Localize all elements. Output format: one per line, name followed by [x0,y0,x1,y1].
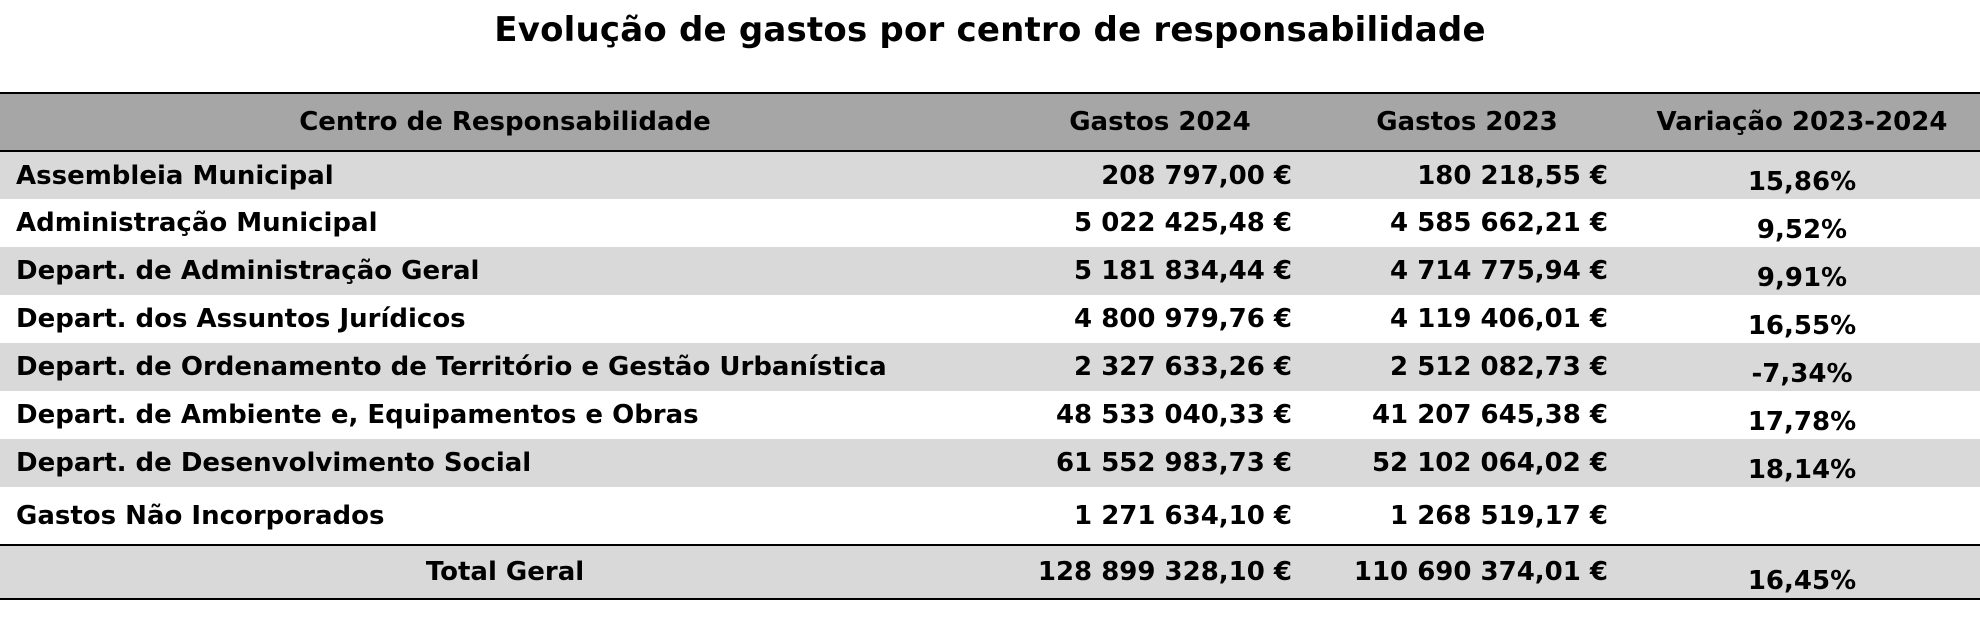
table-row: Depart. de Administração Geral 5 181 834… [0,247,1980,295]
row-gastos-2023: 1 268 519,17 € [1390,500,1608,531]
row-name: Administração Municipal [16,208,378,238]
table-row: Depart. dos Assuntos Jurídicos 4 800 979… [0,295,1980,343]
total-gastos-2024: 128 899 328,10 € [1037,557,1292,587]
header-variacao: Variação 2023-2024 [1624,92,1980,152]
row-gastos-2024: 1 271 634,10 € [1074,500,1292,531]
table-row: Assembleia Municipal 208 797,00 € 180 21… [0,151,1980,199]
row-gastos-2023: 4 585 662,21 € [1390,208,1608,238]
row-variacao: 18,14% [1747,455,1857,485]
row-variacao: 9,91% [1756,263,1848,293]
row-gastos-2023: 4 714 775,94 € [1390,256,1608,286]
row-gastos-2024: 48 533 040,33 € [1055,400,1292,430]
table-header: Centro de Responsabilidade Gastos 2024 G… [0,92,1980,152]
row-gastos-2023: 41 207 645,38 € [1371,400,1608,430]
header-gastos-2023: Gastos 2023 [1310,92,1624,152]
header-gastos-2024: Gastos 2024 [1010,92,1310,152]
row-gastos-2024: 61 552 983,73 € [1055,448,1292,478]
row-gastos-2024: 4 800 979,76 € [1074,304,1292,334]
table-row: Depart. de Ordenamento de Território e G… [0,343,1980,391]
table-row: Depart. de Desenvolvimento Social 61 552… [0,439,1980,487]
row-gastos-2024: 5 181 834,44 € [1074,256,1292,286]
row-gastos-2024: 208 797,00 € [1101,160,1292,191]
row-gastos-2023: 180 218,55 € [1417,160,1608,191]
row-name: Depart. de Ambiente e, Equipamentos e Ob… [16,400,699,430]
header-row: Centro de Responsabilidade Gastos 2024 G… [0,92,1980,152]
table-row: Gastos Não Incorporados 1 271 634,10 € 1… [0,487,1980,545]
header-center: Centro de Responsabilidade [0,92,1010,152]
expenses-table-container: Centro de Responsabilidade Gastos 2024 G… [0,92,1980,600]
row-variacao: 15,86% [1747,167,1857,197]
row-gastos-2023: 2 512 082,73 € [1390,352,1608,382]
row-name: Assembleia Municipal [16,160,334,191]
row-variacao: 17,78% [1747,407,1857,437]
row-name: Depart. de Desenvolvimento Social [16,448,532,478]
table-body: Assembleia Municipal 208 797,00 € 180 21… [0,151,1980,599]
row-name: Gastos Não Incorporados [16,500,385,531]
row-variacao [1624,487,1980,545]
row-variacao: 9,52% [1756,215,1848,245]
row-name: Depart. de Ordenamento de Território e G… [16,352,887,382]
table-row: Depart. de Ambiente e, Equipamentos e Ob… [0,391,1980,439]
total-gastos-2023: 110 690 374,01 € [1353,557,1608,587]
total-row: Total Geral 128 899 328,10 € 110 690 374… [0,545,1980,599]
row-variacao: 16,55% [1747,311,1857,341]
row-gastos-2024: 2 327 633,26 € [1074,352,1292,382]
row-variacao: -7,34% [1751,359,1853,389]
row-name: Depart. dos Assuntos Jurídicos [16,304,466,334]
expenses-table: Centro de Responsabilidade Gastos 2024 G… [0,92,1980,600]
row-gastos-2023: 4 119 406,01 € [1390,304,1608,334]
page-title: Evolução de gastos por centro de respons… [494,10,1486,50]
total-variacao: 16,45% [1747,566,1857,596]
row-gastos-2023: 52 102 064,02 € [1371,448,1608,478]
row-gastos-2024: 5 022 425,48 € [1074,208,1292,238]
table-row: Administração Municipal 5 022 425,48 € 4… [0,199,1980,247]
row-name: Depart. de Administração Geral [16,256,480,286]
total-label: Total Geral [425,557,585,587]
